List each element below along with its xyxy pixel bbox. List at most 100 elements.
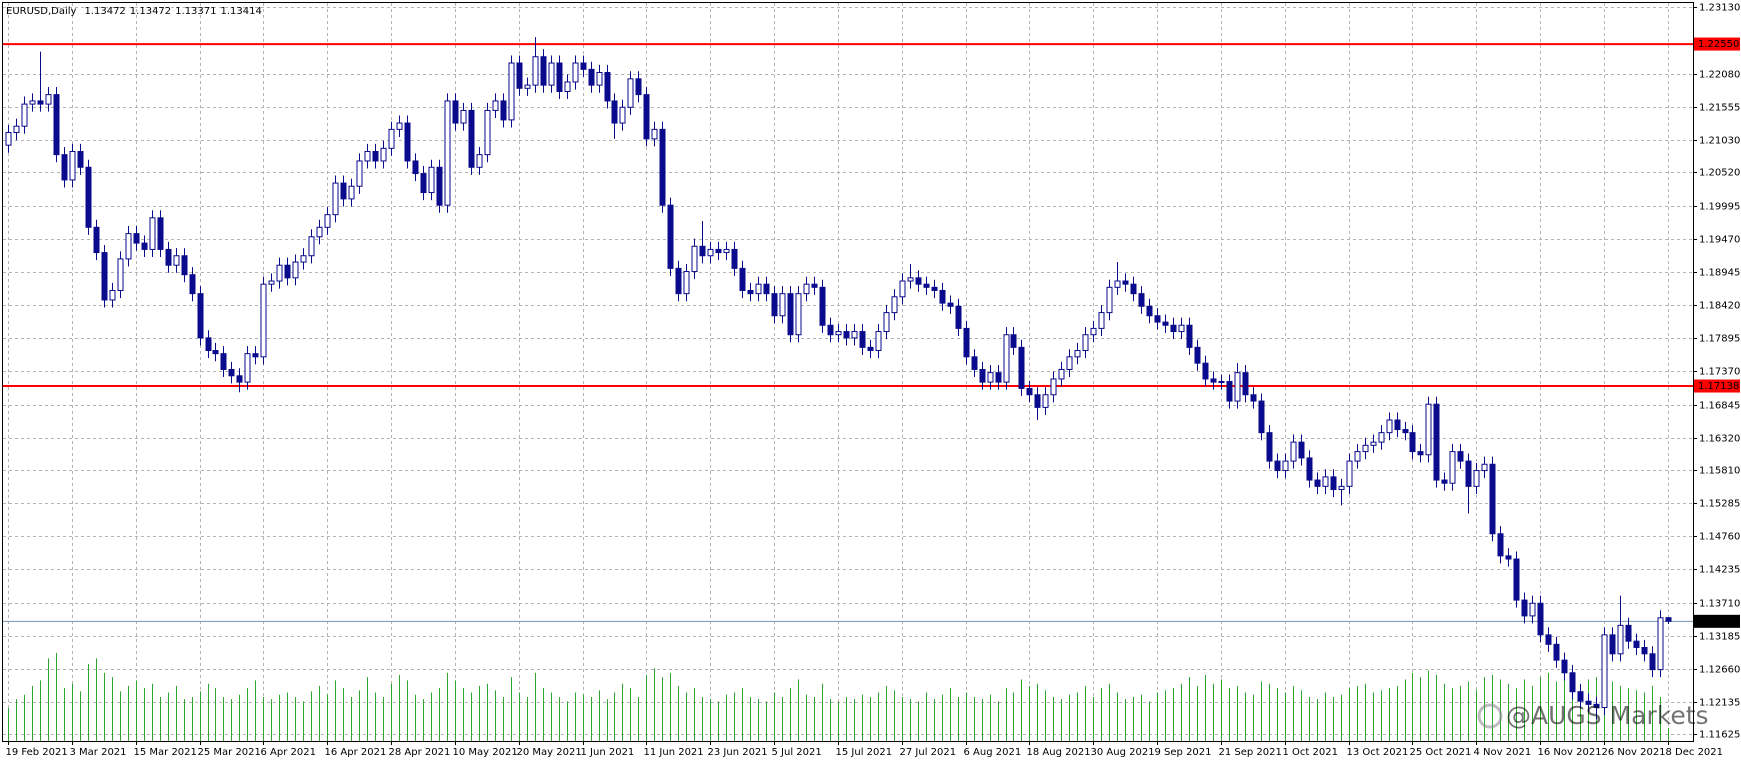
candle-body — [1433, 403, 1440, 481]
candle-body — [803, 283, 810, 295]
candle-body — [947, 302, 954, 307]
candle-body — [819, 286, 826, 326]
candle-body — [1378, 432, 1385, 443]
x-tick-label: 8 Dec 2021 — [1666, 747, 1724, 758]
candle-body — [260, 283, 267, 358]
chart-header: EURUSD,Daily 1.13472 1.13472 1.13371 1.13414 — [6, 6, 262, 17]
low-price: 1.13371 — [175, 6, 216, 17]
candle-body — [21, 103, 28, 127]
candle-body — [300, 255, 307, 263]
candle-body — [53, 94, 60, 156]
y-tick-label: 1.13185 — [1699, 632, 1740, 643]
candle-body — [843, 331, 850, 339]
candle-body — [955, 305, 962, 329]
candle-body — [1258, 400, 1265, 434]
candle-body — [205, 337, 212, 352]
candles — [5, 37, 1672, 720]
x-tick-label: 4 Nov 2021 — [1474, 747, 1532, 758]
candle-body — [1138, 293, 1145, 307]
candle-body — [915, 277, 922, 285]
x-tick-label: 23 Jun 2021 — [708, 747, 768, 758]
y-tick-label: 1.18420 — [1699, 301, 1740, 312]
candle-body — [755, 283, 762, 295]
candle-body — [1306, 457, 1313, 481]
candle-body — [1042, 394, 1049, 408]
candle-body — [396, 122, 403, 130]
candle-body — [1561, 659, 1568, 674]
candle-body — [1649, 653, 1656, 671]
candle-body — [683, 271, 690, 295]
candle-body — [220, 353, 227, 370]
candle-body — [939, 289, 946, 304]
candle-body — [1505, 555, 1512, 560]
watermark-text: @AUGS Markets — [1506, 701, 1709, 730]
x-tick-label: 30 Aug 2021 — [1091, 747, 1155, 758]
candle-body — [372, 150, 379, 162]
candle-body — [45, 94, 52, 105]
x-tick-label: 19 Feb 2021 — [6, 747, 68, 758]
candle-body — [963, 327, 970, 358]
watermark-logo — [1477, 703, 1503, 729]
y-tick-label: 1.23130 — [1699, 3, 1740, 14]
candle-body — [1457, 451, 1464, 462]
y-tick-label: 1.19995 — [1699, 202, 1740, 213]
candle-body — [1242, 372, 1249, 396]
candle-body — [1018, 346, 1025, 389]
candle-body — [1298, 441, 1305, 459]
candle-body — [627, 78, 634, 108]
high-price: 1.13472 — [130, 6, 171, 17]
y-tick-label: 1.16320 — [1699, 434, 1740, 445]
candle-body — [125, 233, 132, 260]
candle-body — [1122, 280, 1129, 285]
y-tick-label: 1.11625 — [1699, 730, 1740, 741]
x-tick-label: 5 Jul 2021 — [772, 747, 822, 758]
candle-body — [133, 233, 140, 244]
candle-body — [739, 267, 746, 291]
candle-body — [1202, 362, 1209, 380]
candle-body — [596, 72, 603, 86]
candle-body — [675, 267, 682, 295]
candle-body — [1026, 387, 1033, 396]
candle-body — [452, 100, 459, 124]
candle-body — [1186, 324, 1193, 348]
candle-body — [1625, 624, 1632, 642]
candle-body — [899, 280, 906, 298]
y-tick-label: 1.14235 — [1699, 565, 1740, 576]
candle-body — [476, 154, 483, 168]
candle-body — [1098, 312, 1105, 329]
symbol: EURUSD,Daily — [6, 6, 77, 17]
candle-body — [1473, 470, 1480, 487]
candle-body — [1082, 334, 1089, 352]
candle-body — [635, 78, 642, 96]
candle-body — [404, 122, 411, 162]
candle-body — [1641, 646, 1648, 655]
level-label-box — [1694, 379, 1740, 393]
candle-body — [1114, 280, 1121, 288]
candle-body — [1003, 334, 1010, 383]
candle-body — [93, 226, 100, 254]
candle-body — [1465, 460, 1472, 487]
candle-body — [1609, 634, 1616, 655]
candle-body — [524, 84, 531, 89]
candle-body — [316, 226, 323, 238]
candle-body — [1354, 451, 1361, 462]
candle-body — [460, 109, 467, 124]
x-tick-label: 26 Nov 2021 — [1602, 747, 1666, 758]
volumes — [8, 652, 1669, 741]
candle-body — [1162, 321, 1169, 326]
candle-body — [436, 166, 443, 206]
level-label-box — [1694, 37, 1740, 51]
candle-body — [891, 296, 898, 314]
candle-body — [276, 264, 283, 282]
x-tick-label: 10 May 2021 — [453, 747, 518, 758]
candle-body — [1290, 441, 1297, 462]
candle-body — [117, 258, 124, 291]
candle-body — [747, 289, 754, 295]
candle-body — [468, 109, 475, 168]
candle-body — [787, 293, 794, 336]
y-tick-label: 1.21030 — [1699, 136, 1740, 147]
candle-body — [931, 286, 938, 291]
candle-body — [907, 277, 914, 282]
candle-body — [197, 293, 204, 339]
